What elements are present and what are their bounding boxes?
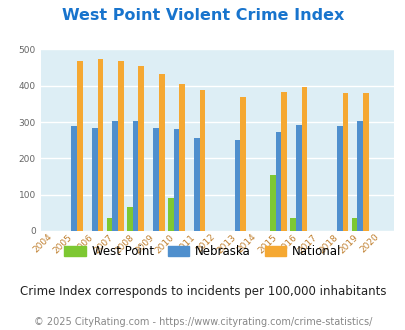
Bar: [77, 61, 83, 231]
Bar: [234, 140, 240, 231]
Bar: [132, 121, 138, 231]
Bar: [199, 90, 205, 231]
Bar: [106, 218, 112, 231]
Bar: [127, 208, 132, 231]
Bar: [240, 97, 245, 231]
Bar: [167, 198, 173, 231]
Bar: [356, 121, 362, 231]
Bar: [295, 125, 301, 231]
Bar: [301, 86, 307, 231]
Bar: [362, 93, 368, 231]
Bar: [179, 84, 185, 231]
Bar: [290, 218, 295, 231]
Legend: West Point, Nebraska, National: West Point, Nebraska, National: [60, 241, 345, 263]
Bar: [112, 121, 118, 231]
Bar: [97, 59, 103, 231]
Bar: [92, 128, 97, 231]
Bar: [194, 138, 199, 231]
Bar: [342, 93, 347, 231]
Text: Crime Index corresponds to incidents per 100,000 inhabitants: Crime Index corresponds to incidents per…: [20, 285, 385, 298]
Bar: [281, 92, 286, 231]
Bar: [153, 128, 158, 231]
Bar: [351, 218, 356, 231]
Bar: [275, 132, 281, 231]
Bar: [173, 129, 179, 231]
Text: West Point Violent Crime Index: West Point Violent Crime Index: [62, 8, 343, 23]
Bar: [269, 175, 275, 231]
Bar: [118, 61, 124, 231]
Bar: [71, 126, 77, 231]
Text: © 2025 CityRating.com - https://www.cityrating.com/crime-statistics/: © 2025 CityRating.com - https://www.city…: [34, 317, 371, 327]
Bar: [336, 126, 342, 231]
Bar: [158, 74, 164, 231]
Bar: [138, 66, 144, 231]
